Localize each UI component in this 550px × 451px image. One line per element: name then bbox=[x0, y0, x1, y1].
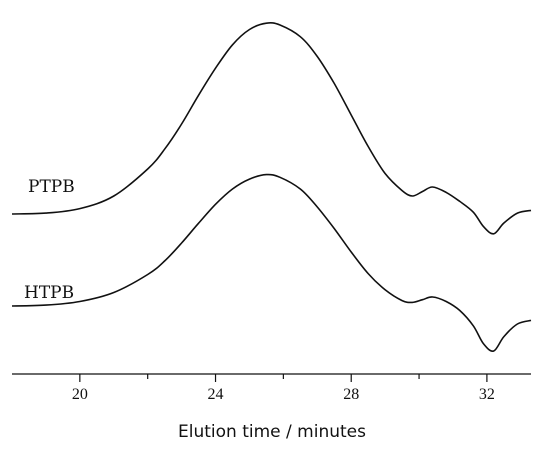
x-tick-label: 28 bbox=[343, 386, 359, 403]
series-label-htpb: HTPB bbox=[24, 283, 74, 303]
series-line-htpb bbox=[11, 173, 532, 352]
series-label-ptpb: PTPB bbox=[28, 177, 75, 197]
x-tick-label: 32 bbox=[479, 386, 495, 403]
x-axis-tick-labels: 20 24 28 32 bbox=[72, 386, 495, 403]
series-line-ptpb bbox=[11, 22, 532, 235]
plot-area: 20 24 28 32 PTPB HTPB Elution time / minutes bbox=[11, 22, 532, 442]
x-tick-label: 20 bbox=[72, 386, 88, 403]
series-labels: PTPB HTPB bbox=[24, 177, 75, 303]
x-axis-ticks bbox=[79, 374, 488, 382]
x-tick-label: 24 bbox=[208, 386, 224, 403]
series-traces bbox=[11, 22, 532, 352]
x-axis-title: Elution time / minutes bbox=[178, 422, 366, 442]
